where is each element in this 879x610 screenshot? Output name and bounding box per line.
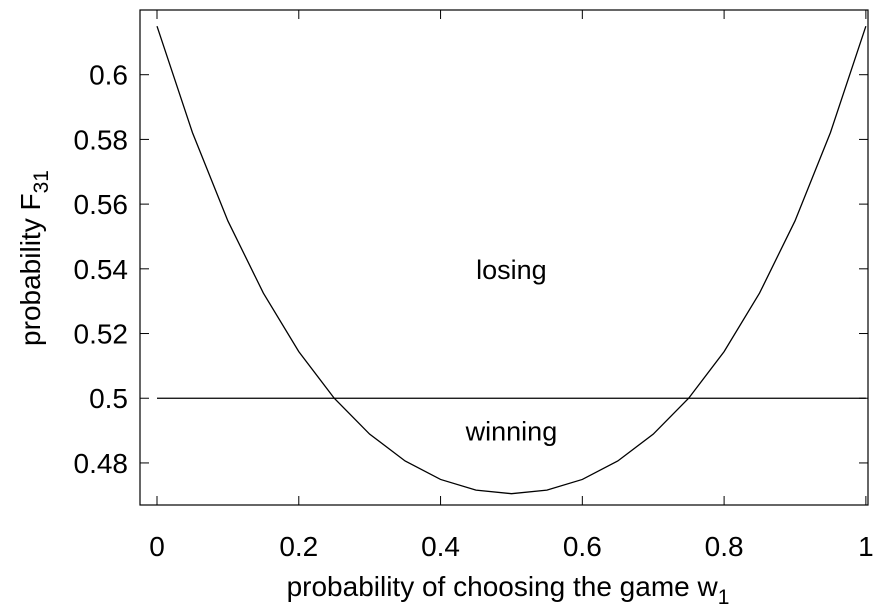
y-label-text: probability F <box>15 193 46 346</box>
y-tick-label: 0.5 <box>89 383 128 414</box>
y-axis-label: probability F31 <box>15 170 53 346</box>
x-tick-label: 1 <box>858 531 874 562</box>
line-series <box>156 25 867 495</box>
plot-frame <box>139 9 869 506</box>
x-tick-label: 0.2 <box>279 531 318 562</box>
y-tick-label: 0.52 <box>74 319 129 350</box>
x-label-sub: 1 <box>718 586 730 609</box>
x-axis-label: probability of choosing the game w1 <box>287 571 730 609</box>
y-tick-label: 0.6 <box>89 60 128 91</box>
annotation: losing <box>476 255 547 285</box>
y-tick-label: 0.54 <box>74 254 129 285</box>
x-tick-label: 0 <box>149 531 165 562</box>
x-tick-label: 0.8 <box>705 531 744 562</box>
y-tick-label: 0.56 <box>74 189 129 220</box>
x-label-text: probability of choosing the game w <box>287 571 719 602</box>
x-tick-label: 0.4 <box>421 531 460 562</box>
annotation: winning <box>465 417 558 447</box>
y-tick-label: 0.48 <box>74 448 129 479</box>
y-tick-label: 0.58 <box>74 124 129 155</box>
y-label-sub: 31 <box>30 170 53 193</box>
x-tick-label: 0.6 <box>563 531 602 562</box>
